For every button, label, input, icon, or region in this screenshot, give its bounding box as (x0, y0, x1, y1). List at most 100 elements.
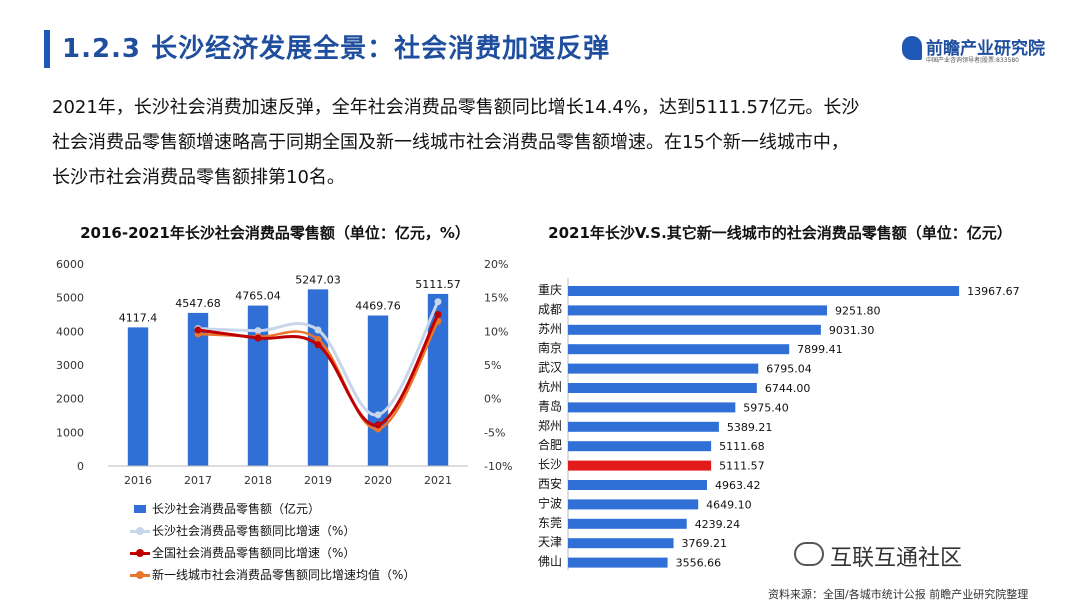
right-axis-tick: -10% (484, 460, 512, 473)
city-label: 宁波 (538, 495, 562, 510)
page-title: 1.2.3 长沙经济发展全景：社会消费加速反弹 (62, 34, 611, 64)
bar-value-label: 4469.76 (355, 300, 401, 313)
legend-label-changsha-growth: 长沙社会消费品零售额同比增速（%） (152, 524, 356, 538)
x-tick-label: 2017 (184, 474, 212, 487)
left-axis-tick: 2000 (56, 393, 84, 406)
growth-point-1 (434, 298, 442, 306)
legend-item-changsha-growth: 长沙社会消费品零售额同比增速（%） (130, 520, 415, 542)
growth-line-2 (197, 313, 440, 427)
logo-name: 前瞻产业研究院 (926, 39, 1045, 59)
intro-paragraph: 2021年，长沙社会消费加速反弹，全年社会消费品零售额同比增长14.4%，达到5… (52, 90, 1037, 195)
city-value-label: 4239.24 (695, 518, 741, 531)
right-axis-tick: 10% (484, 325, 508, 338)
brand-logo: 前瞻产业研究院 中国产业咨询领导者|股票:833580 (902, 34, 1045, 68)
city-bar-郑州 (568, 421, 719, 432)
new-tier1-city-ranking-chart: 重庆 13967.67 成都 9251.80 苏州 9031.30 南京 7899.41 武汉 6… (538, 278, 1020, 570)
legend-label-national-growth: 全国社会消费品零售额同比增速（%） (152, 546, 356, 560)
growth-point-2 (374, 421, 382, 429)
bar-2021 (427, 293, 449, 466)
bar-value-label: 5247.03 (295, 273, 341, 286)
city-label: 天津 (538, 535, 562, 549)
legend-item-national-growth: 全国社会消费品零售额同比增速（%） (130, 542, 415, 564)
growth-point-2 (194, 326, 202, 334)
city-bar-青岛 (568, 402, 736, 413)
city-bar-南京 (568, 344, 790, 355)
legend-swatch-national-growth (130, 549, 150, 557)
city-value-label: 9031.30 (829, 324, 875, 337)
city-label: 长沙 (538, 458, 562, 472)
city-label: 武汉 (538, 361, 562, 375)
city-label: 郑州 (538, 418, 562, 433)
growth-point-1 (374, 411, 382, 419)
logo-subtitle: 中国产业咨询领导者|股票:833580 (926, 57, 1019, 64)
wechat-icon (794, 542, 824, 566)
city-label: 西安 (538, 476, 562, 491)
legend-label-newtier1-growth: 新一线城市社会消费品零售额同比增速均值（%） (152, 568, 416, 582)
city-bar-杭州 (568, 383, 757, 393)
city-value-label: 4963.42 (715, 479, 761, 492)
city-label: 成都 (538, 302, 562, 316)
city-bar-合肥 (568, 441, 712, 452)
bar-2019 (307, 289, 329, 466)
left-chart-title: 2016-2021年长沙社会消费品零售额（单位：亿元，%） (80, 224, 470, 242)
city-bar-宁波 (568, 499, 699, 510)
x-tick-label: 2016 (124, 474, 152, 487)
logo-mark-icon (902, 36, 922, 60)
legend-label-bar: 长沙社会消费品零售额（亿元） (152, 502, 321, 516)
data-source-note: 资料来源：全国/各城市统计公报 前瞻产业研究院整理 (768, 588, 1029, 601)
city-value-label: 3769.21 (682, 537, 728, 550)
growth-line-1 (197, 301, 440, 417)
right-axis-tick: 20% (484, 258, 508, 271)
left-axis-tick: 6000 (56, 258, 84, 271)
legend-swatch-newtier1-growth (130, 571, 150, 579)
city-bar-佛山 (568, 557, 668, 568)
growth-point-2 (434, 311, 442, 318)
bar-value-label: 4117.4 (119, 311, 158, 324)
growth-point-3 (314, 335, 322, 343)
right-axis-tick: 0% (484, 393, 501, 406)
city-bar-武汉 (568, 363, 759, 374)
bar-value-label: 4547.68 (175, 297, 221, 310)
bar-value-label: 5111.57 (415, 278, 461, 291)
bar-2020 (367, 315, 389, 466)
x-tick-label: 2021 (424, 474, 452, 487)
retail-sales-combo-chart: 0 1000 2000 3000 4000 5000 6000 -10% -5% 0% 5% 10% 1… (56, 258, 512, 487)
left-chart-legend: 长沙社会消费品零售额（亿元） 长沙社会消费品零售额同比增速（%） 全国社会消费品… (130, 498, 415, 586)
x-tick-label: 2020 (364, 474, 392, 487)
city-value-label: 5111.68 (719, 440, 765, 453)
left-axis-tick: 4000 (56, 325, 84, 338)
city-bar-苏州 (568, 324, 821, 335)
bar-2017 (187, 312, 209, 466)
x-tick-label: 2018 (244, 474, 272, 487)
city-label: 杭州 (538, 379, 562, 394)
intro-line-2: 社会消费品零售额增速略高于同期全国及新一线城市社会消费品零售额增速。在15个新一… (52, 132, 849, 153)
legend-swatch-bar (134, 505, 146, 513)
legend-item-newtier1-growth: 新一线城市社会消费品零售额同比增速均值（%） (130, 564, 415, 586)
bar-value-label: 4765.04 (235, 290, 281, 303)
city-label: 合肥 (538, 437, 562, 452)
right-axis-tick: 5% (484, 359, 501, 372)
intro-line-1: 2021年，长沙社会消费加速反弹，全年社会消费品零售额同比增长14.4%，达到5… (52, 97, 860, 118)
city-bar-东莞 (568, 518, 687, 529)
legend-item-bar: 长沙社会消费品零售额（亿元） (130, 498, 415, 520)
city-label: 苏州 (538, 322, 562, 336)
city-value-label: 9251.80 (835, 304, 881, 317)
city-label: 青岛 (538, 398, 562, 413)
growth-point-1 (314, 326, 322, 334)
city-bar-西安 (568, 480, 707, 490)
right-axis-tick: 15% (484, 292, 508, 305)
bar-2018 (247, 305, 269, 466)
city-value-label: 5975.40 (743, 401, 789, 414)
city-label: 佛山 (538, 555, 562, 569)
city-value-label: 4649.10 (706, 498, 752, 511)
city-value-label: 6795.04 (766, 363, 812, 376)
growth-point-2 (254, 334, 262, 342)
city-bar-天津 (568, 538, 674, 549)
city-bar-长沙 (568, 460, 712, 471)
city-value-label: 5111.57 (719, 460, 765, 473)
city-bar-成都 (568, 305, 828, 316)
left-axis-tick: 5000 (56, 292, 84, 305)
right-axis-tick: -5% (484, 426, 505, 439)
bar-2016 (127, 327, 149, 466)
city-label: 重庆 (538, 283, 562, 297)
